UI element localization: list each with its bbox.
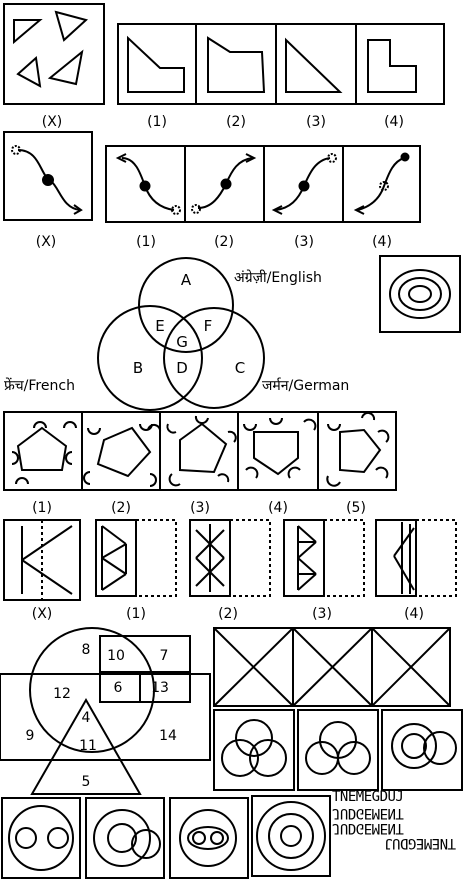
venn-english-label: अंग्रेज़ी/English: [234, 270, 322, 286]
q5-option-2: [189, 519, 271, 597]
word-line-2: JUDGEMENT: [332, 805, 404, 821]
number-5: 5: [81, 774, 91, 790]
q2-label-4: (4): [372, 234, 392, 250]
number-4: 4: [81, 710, 91, 726]
q5-option-1: [95, 519, 177, 597]
q5-option-4: [375, 519, 457, 597]
q4-pentagon-5: [326, 411, 390, 487]
q5-problem-figure: [3, 519, 81, 601]
q2-label-2: (2): [214, 234, 234, 250]
number-12: 12: [53, 686, 71, 702]
q1-answer-strip: [117, 23, 445, 105]
q4-label-4: (4): [268, 500, 288, 516]
q5-label-4: (4): [404, 606, 424, 622]
number-10: 10: [107, 648, 125, 664]
venn-region-b: B: [132, 359, 144, 377]
number-9: 9: [25, 728, 35, 744]
q4-pentagon-3: [166, 415, 237, 487]
concentric-ellipses-figure: [379, 255, 461, 333]
bottom-figure-4: [251, 795, 331, 877]
q4-pentagon-1: [11, 421, 77, 485]
q1-problem-figure: [3, 3, 105, 105]
q2-problem-figure: [3, 131, 93, 221]
number-11: 11: [79, 738, 97, 754]
q5-label-x: (X): [31, 606, 53, 622]
q1-option-4-shape: [367, 39, 417, 93]
venn-region-g: G: [176, 333, 188, 351]
circle-cluster-2: [297, 709, 379, 791]
q5-label-2: (2): [218, 606, 238, 622]
q2-label-x: (X): [35, 234, 57, 250]
q4-pentagon-2: [83, 423, 162, 487]
bottom-figure-1: [1, 797, 81, 879]
number-13: 13: [151, 680, 169, 696]
word-line-1: TNEMEGDUJ: [332, 789, 404, 805]
circle-cluster-3: [381, 709, 463, 791]
q4-pentagon-strip: [3, 411, 397, 491]
q2-answer-strip: [105, 145, 421, 223]
q1-label-2: (2): [226, 114, 246, 130]
q5-label-3: (3): [312, 606, 332, 622]
venn-region-c: C: [234, 359, 246, 377]
bottom-figure-3: [169, 797, 249, 879]
q2-label-3: (3): [294, 234, 314, 250]
q2-option-2-shape: [191, 153, 257, 214]
venn-region-d: D: [176, 359, 188, 377]
q4-label-3: (3): [190, 500, 210, 516]
venn-region-f: F: [203, 317, 213, 335]
q2-option-1-shape: [115, 153, 181, 215]
number-14: 14: [159, 728, 177, 744]
number-6: 6: [113, 680, 123, 696]
q1-option-2-shape: [207, 36, 266, 93]
q2-label-1: (1): [136, 234, 156, 250]
crossed-squares-strip: [213, 627, 451, 707]
q5-option-3: [283, 519, 365, 597]
q1-option-1-shape: [127, 35, 185, 93]
number-venn-diagram: [0, 627, 211, 795]
q5-label-1: (1): [126, 606, 146, 622]
language-venn-diagram: [97, 257, 265, 411]
number-8: 8: [81, 642, 91, 658]
q1-label-4: (4): [384, 114, 404, 130]
q4-label-1: (1): [32, 500, 52, 516]
q2-option-3-shape: [271, 153, 337, 215]
q1-label-3: (3): [306, 114, 326, 130]
venn-french-label: फ्रेंच/French: [4, 378, 75, 394]
venn-german-label: जर्मन/German: [262, 378, 350, 394]
venn-region-e: E: [155, 317, 165, 335]
q1-label-x: (X): [41, 114, 63, 130]
q1-label-1: (1): [147, 114, 167, 130]
number-7: 7: [159, 648, 169, 664]
bottom-figure-2: [85, 797, 165, 879]
q4-pentagon-4: [243, 417, 317, 479]
q4-label-5: (5): [346, 500, 366, 516]
q2-option-4-shape: [353, 152, 410, 215]
circle-cluster-1: [213, 709, 295, 791]
q4-label-2: (2): [111, 500, 131, 516]
venn-region-a: A: [180, 271, 192, 289]
word-line-3: JUDGEMENT: [332, 820, 404, 836]
word-line-4: TNEMEGDUJ: [384, 835, 456, 851]
q1-option-3-shape: [285, 37, 343, 93]
